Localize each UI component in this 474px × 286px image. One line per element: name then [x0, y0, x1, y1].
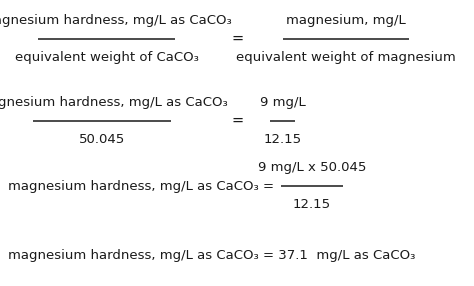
Text: magnesium hardness, mg/L as CaCO₃: magnesium hardness, mg/L as CaCO₃ [0, 96, 228, 109]
Text: =: = [232, 31, 244, 46]
Text: equivalent weight of magnesium: equivalent weight of magnesium [236, 51, 456, 63]
Text: magnesium hardness, mg/L as CaCO₃ = 37.1  mg/L as CaCO₃: magnesium hardness, mg/L as CaCO₃ = 37.1… [8, 249, 415, 262]
Text: magnesium hardness, mg/L as CaCO₃ =: magnesium hardness, mg/L as CaCO₃ = [8, 180, 273, 193]
Text: 12.15: 12.15 [293, 198, 331, 211]
Text: 12.15: 12.15 [264, 133, 301, 146]
Text: 9 mg/L: 9 mg/L [260, 96, 305, 109]
Text: =: = [232, 113, 244, 128]
Text: equivalent weight of CaCO₃: equivalent weight of CaCO₃ [15, 51, 199, 63]
Text: 50.045: 50.045 [79, 133, 125, 146]
Text: magnesium hardness, mg/L as CaCO₃: magnesium hardness, mg/L as CaCO₃ [0, 14, 232, 27]
Text: magnesium, mg/L: magnesium, mg/L [286, 14, 406, 27]
Text: 9 mg/L x 50.045: 9 mg/L x 50.045 [258, 162, 366, 174]
